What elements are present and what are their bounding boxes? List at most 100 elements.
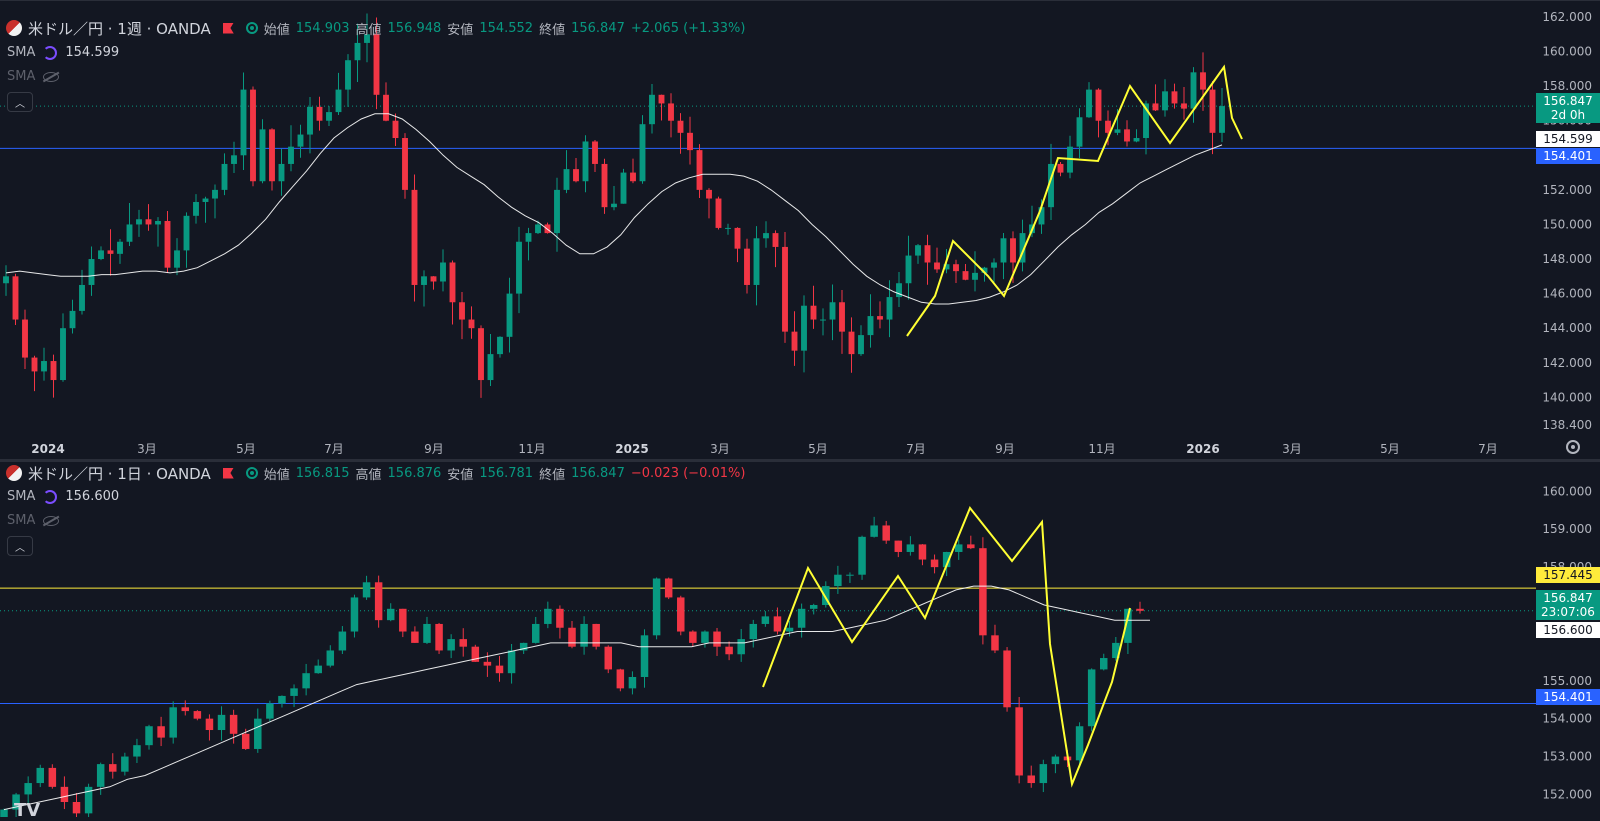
hand-drawn-pattern-line <box>762 506 1131 788</box>
hand-drawn-pattern-line <box>906 64 1243 337</box>
collapse-legend-button[interactable]: ︿ <box>7 92 33 112</box>
candle-body <box>753 238 760 285</box>
close-label: 終値 <box>539 467 566 483</box>
candle-body <box>121 756 129 772</box>
y-tick-label: 140.000 <box>1542 390 1592 404</box>
candle-body <box>231 155 237 164</box>
daily-chart-pane[interactable]: 160.000159.000158.000155.000154.000153.0… <box>0 462 1600 817</box>
candle-body <box>88 259 95 285</box>
sma-indicator-row[interactable]: SMA 154.599 <box>7 45 119 60</box>
candle-body <box>3 276 9 284</box>
red-flag-icon[interactable] <box>222 467 234 479</box>
candle-body <box>402 138 408 190</box>
candle-body <box>1162 91 1168 111</box>
close-label: 終値 <box>539 22 566 38</box>
candle-body <box>640 635 649 677</box>
candle-body <box>1124 129 1130 142</box>
candle-body <box>50 361 57 381</box>
candle-body <box>592 623 600 647</box>
candle-body <box>858 536 866 575</box>
candle-body <box>157 726 165 738</box>
sma-price-tag: 156.600 <box>1536 622 1600 638</box>
tradingview-logo[interactable]: TV <box>14 800 41 821</box>
candle-body <box>269 129 275 182</box>
candle-body <box>241 733 250 749</box>
candle-body <box>41 361 47 372</box>
candle-body <box>967 544 975 549</box>
candle-body <box>744 248 750 285</box>
sync-icon[interactable] <box>43 489 58 504</box>
support-price-tag: 154.401 <box>1536 148 1600 164</box>
candle-body <box>782 246 788 332</box>
candle-body <box>181 707 190 712</box>
candle-body <box>934 262 940 270</box>
high-label: 高値 <box>355 467 382 483</box>
candle-body <box>507 650 516 674</box>
x-tick-label: 11月 <box>1088 442 1115 456</box>
candle-body <box>22 319 28 358</box>
open-label: 始値 <box>263 22 290 38</box>
eye-off-icon[interactable] <box>43 515 60 526</box>
candle-body <box>942 551 951 568</box>
candle-body <box>36 767 45 784</box>
candle-body <box>471 646 480 662</box>
candle-body <box>525 233 532 242</box>
high-value: 156.948 <box>387 20 442 36</box>
candle-body <box>497 336 503 355</box>
candle-body <box>1114 129 1121 133</box>
candle-body <box>374 582 383 621</box>
symbol-title[interactable]: 米ドル／円 · 1週 · OANDA <box>28 19 211 38</box>
candle-body <box>1039 764 1048 784</box>
candle-body <box>174 250 180 268</box>
daily-chart-canvas[interactable]: 160.000159.000158.000155.000154.000153.0… <box>0 462 1600 817</box>
candle-body <box>981 267 988 273</box>
y-tick-label: 146.000 <box>1542 287 1592 301</box>
candle-body <box>117 241 123 254</box>
candle-body <box>98 250 104 260</box>
support-price-text: 154.401 <box>1543 690 1593 704</box>
sma-name: SMA <box>7 489 36 504</box>
open-label: 始値 <box>263 467 290 483</box>
sma-line <box>5 113 1223 305</box>
candle-body <box>60 786 69 802</box>
weekly-chart-canvas[interactable]: 162.000160.000158.000156.000154.000152.0… <box>0 1 1600 461</box>
market-status-icon <box>245 22 258 34</box>
pane-divider[interactable] <box>0 459 1600 462</box>
market-status-icon <box>245 467 258 479</box>
weekly-legend-header: 米ドル／円 · 1週 · OANDA 始値 154.903 高値 156.948… <box>6 17 745 39</box>
candle-body <box>1057 163 1064 173</box>
candle-body <box>350 597 359 632</box>
open-value: 154.903 <box>295 20 350 36</box>
candle-body <box>1000 238 1007 263</box>
y-tick-label: 155.000 <box>1542 674 1592 688</box>
candle-body <box>183 215 190 251</box>
candle-body <box>278 695 286 704</box>
sync-icon[interactable] <box>43 45 58 60</box>
candle-body <box>335 89 342 113</box>
candle-body <box>846 574 854 576</box>
x-tick-label: 3月 <box>137 442 157 456</box>
candle-body <box>652 578 661 636</box>
candle-body <box>519 642 528 651</box>
sma-indicator-row[interactable]: SMA 156.600 <box>7 489 119 504</box>
sma-name: SMA <box>7 69 36 84</box>
sma-line <box>3 585 1150 811</box>
sma-hidden-indicator-row[interactable]: SMA <box>7 69 60 84</box>
candle-body <box>1027 775 1035 784</box>
x-tick-label: 7月 <box>1478 442 1498 456</box>
gear-icon[interactable] <box>1566 440 1580 454</box>
symbol-title[interactable]: 米ドル／円 · 1日 · OANDA <box>28 464 211 483</box>
candle-body <box>1181 103 1187 109</box>
candle-body <box>392 120 399 139</box>
collapse-legend-button[interactable]: ︿ <box>7 536 33 556</box>
candle-body <box>915 245 921 256</box>
candle-body <box>483 661 492 666</box>
eye-off-icon[interactable] <box>43 71 60 82</box>
sma-hidden-indicator-row[interactable]: SMA <box>7 513 60 528</box>
red-flag-icon[interactable] <box>222 22 234 34</box>
daily-legend-header: 米ドル／円 · 1日 · OANDA 始値 156.815 高値 156.876… <box>6 462 745 484</box>
weekly-chart-pane[interactable]: 162.000160.000158.000156.000154.000152.0… <box>0 0 1600 461</box>
candle-body <box>867 316 874 336</box>
x-tick-label: 3月 <box>1282 442 1302 456</box>
candle-body <box>373 34 380 95</box>
